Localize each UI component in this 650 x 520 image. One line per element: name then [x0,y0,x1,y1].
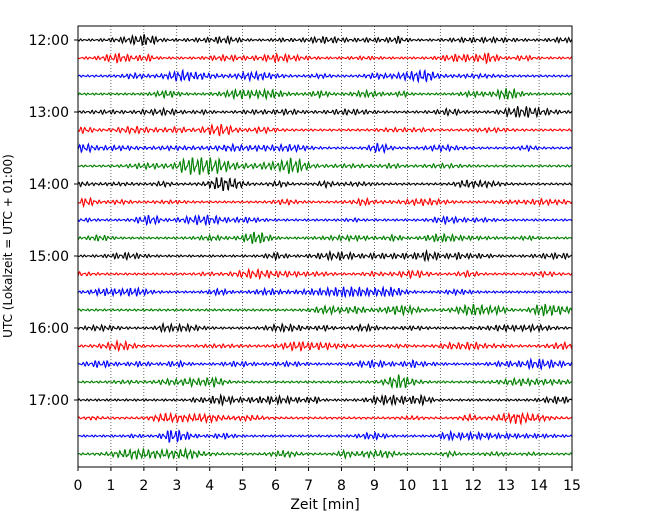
trace-1215 [77,52,573,65]
x-tick-label-14: 14 [530,478,548,494]
trace-1600 [77,321,573,334]
trace-1445 [77,231,573,245]
trace-1345 [77,156,573,175]
x-tick-label-5: 5 [238,478,247,494]
trace-1530 [77,285,573,299]
x-tick-label-7: 7 [304,478,313,494]
trace-1700 [77,393,573,407]
trace-1515 [77,267,573,281]
trace-1315 [77,123,573,137]
plot-frame [77,25,573,468]
y-axis-ticks: 12:00 13:00 14:00 15:00 16:00 17:00 [29,33,78,409]
x-axis-ticks: 0 1 2 3 4 5 6 7 8 9 10 11 12 13 14 15 [74,467,581,494]
x-tick-label-12: 12 [464,478,482,494]
trace-1745 [77,446,573,461]
x-tick-label-15: 15 [563,478,581,494]
trace-1400 [77,177,573,192]
trace-1715 [77,411,573,426]
seismogram-traces [77,33,573,461]
x-axis-label: Zeit [min] [290,497,359,513]
trace-1415 [77,196,573,209]
y-tick-label-16:00: 16:00 [29,321,69,337]
trace-1330 [77,142,573,155]
trace-1430 [77,213,573,227]
x-tick-label-6: 6 [271,478,280,494]
trace-1245 [77,87,573,101]
y-tick-label-15:00: 15:00 [29,249,69,265]
x-tick-label-13: 13 [497,478,515,494]
y-tick-label-12:00: 12:00 [29,33,69,49]
trace-1545 [77,303,573,317]
x-tick-label-10: 10 [398,478,416,494]
x-tick-label-11: 11 [431,478,449,494]
trace-1300 [77,105,573,119]
trace-1200 [77,33,573,47]
y-tick-label-13:00: 13:00 [29,105,69,121]
trace-1630 [77,357,573,371]
x-tick-label-3: 3 [172,478,181,494]
x-tick-label-4: 4 [205,478,214,494]
y-tick-label-14:00: 14:00 [29,177,69,193]
trace-1615 [77,339,573,353]
x-tick-label-9: 9 [370,478,379,494]
trace-1230 [77,68,573,84]
x-tick-label-0: 0 [74,478,83,494]
x-tick-label-8: 8 [337,478,346,494]
trace-1500 [77,248,573,263]
trace-1730 [77,429,573,443]
trace-1645 [77,374,573,390]
plot-area [78,26,572,467]
y-axis-label: UTC (Lokalzeit = UTC + 01:00) [1,154,15,338]
x-tick-label-1: 1 [106,478,115,494]
y-tick-label-17:00: 17:00 [29,393,69,409]
x-tick-label-2: 2 [139,478,148,494]
